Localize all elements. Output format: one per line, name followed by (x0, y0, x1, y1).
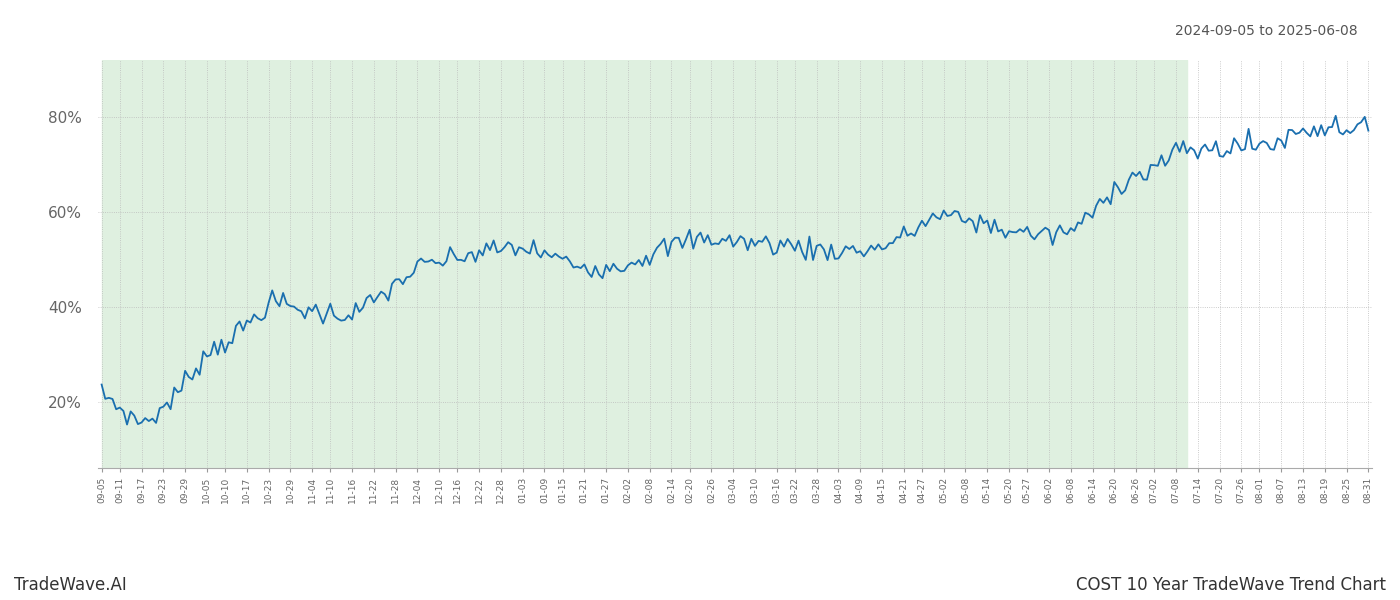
Text: COST 10 Year TradeWave Trend Chart: COST 10 Year TradeWave Trend Chart (1077, 576, 1386, 594)
Text: 2024-09-05 to 2025-06-08: 2024-09-05 to 2025-06-08 (1176, 24, 1358, 38)
Text: TradeWave.AI: TradeWave.AI (14, 576, 127, 594)
Bar (102, 60, 1187, 468)
